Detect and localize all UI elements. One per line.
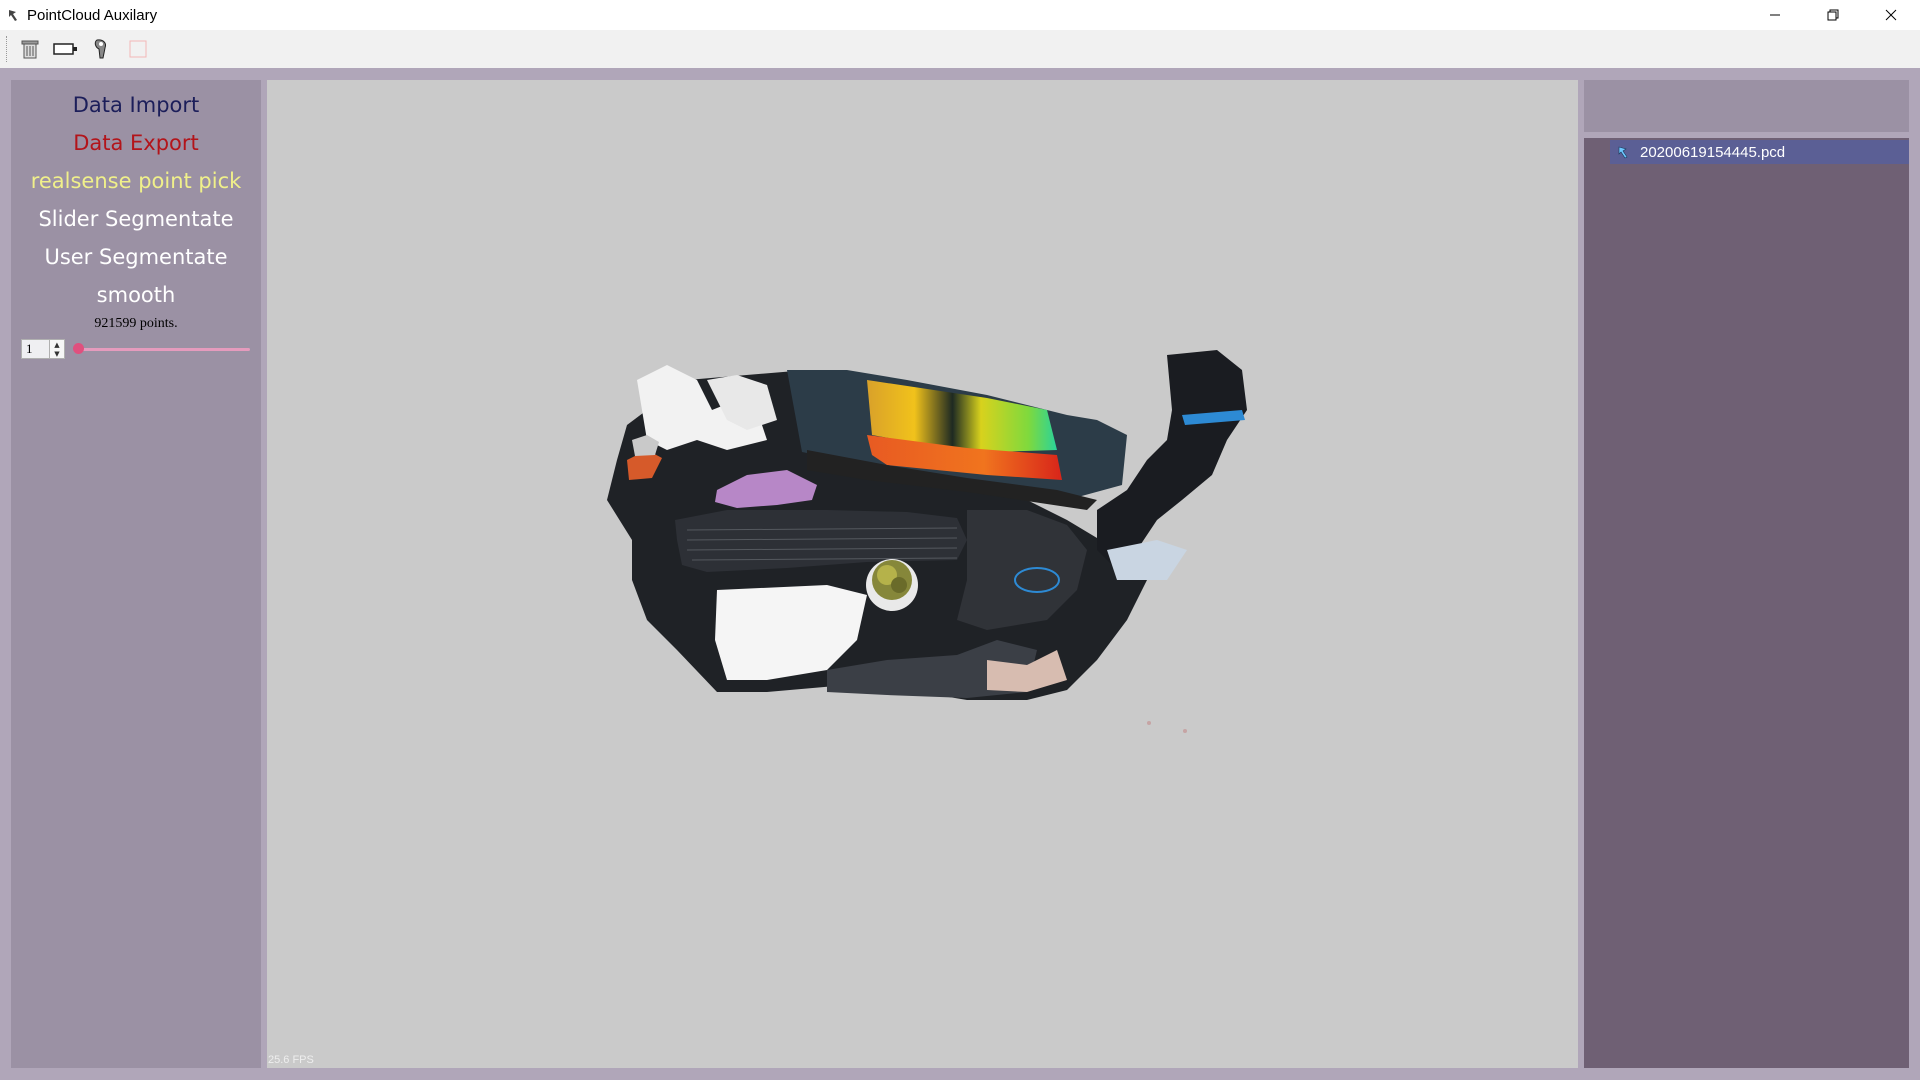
realsense-point-pick-button[interactable]: realsense point pick <box>30 169 242 193</box>
left-panel: Data Import Data Export realsense point … <box>11 80 261 1068</box>
segment-slider-handle[interactable] <box>73 343 84 354</box>
toolbar-grip[interactable] <box>6 36 9 62</box>
trash-icon <box>21 40 39 59</box>
empty-square-icon <box>129 40 147 58</box>
restore-icon <box>1827 9 1839 21</box>
file-tree-item[interactable]: 20200619154445.pcd <box>1610 140 1909 164</box>
slider-segmentate-button[interactable]: Slider Segmentate <box>38 207 234 231</box>
segment-slider-track[interactable] <box>77 348 250 351</box>
data-export-button[interactable]: Data Export <box>73 131 199 155</box>
minimize-button[interactable] <box>1746 0 1804 30</box>
file-tree-item-label: 20200619154445.pcd <box>1640 143 1786 161</box>
close-button[interactable] <box>1862 0 1920 30</box>
color-swatch-button[interactable] <box>123 34 153 64</box>
spin-up-icon[interactable]: ▲ <box>54 340 60 349</box>
brush-button[interactable] <box>87 34 117 64</box>
slider-row: 1 ▲ ▼ <box>11 336 261 362</box>
user-segmentate-button[interactable]: User Segmentate <box>44 245 228 269</box>
point-cloud-file-icon <box>1616 144 1632 160</box>
toolbar <box>0 30 1920 68</box>
spinbox-value: 1 <box>26 341 33 356</box>
fps-counter: 25.6 FPS <box>268 1054 314 1066</box>
point-cloud-viewport[interactable]: 25.6 FPS <box>267 80 1578 1068</box>
selection-rectangle-icon <box>53 43 77 55</box>
minimize-icon <box>1770 14 1780 16</box>
right-top-panel <box>1584 80 1909 132</box>
select-box-button[interactable] <box>51 34 81 64</box>
smooth-button[interactable]: smooth <box>96 283 176 307</box>
spin-down-icon[interactable]: ▼ <box>54 349 60 358</box>
restore-button[interactable] <box>1804 0 1862 30</box>
brush-icon <box>94 39 106 59</box>
title-bar: PointCloud Auxilary <box>0 0 1920 30</box>
value-spinbox[interactable]: 1 ▲ ▼ <box>21 339 65 359</box>
point-cloud-render <box>607 350 1247 733</box>
file-tree-panel: 20200619154445.pcd <box>1584 138 1909 1068</box>
app-icon <box>7 8 21 22</box>
point-count-label: 921599 points. <box>94 316 178 331</box>
delete-button[interactable] <box>15 34 45 64</box>
separator <box>0 68 1920 80</box>
window-title: PointCloud Auxilary <box>27 6 158 24</box>
data-import-button[interactable]: Data Import <box>72 93 200 117</box>
close-icon <box>1885 9 1897 21</box>
